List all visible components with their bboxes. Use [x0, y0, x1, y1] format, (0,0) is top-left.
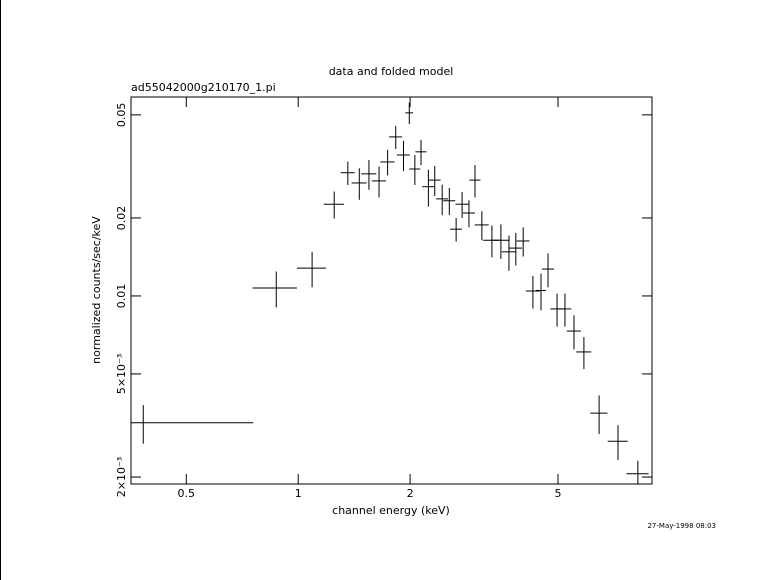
plot-frame	[130, 96, 653, 485]
y-tick-label: 0.05	[115, 103, 128, 128]
x-tick-label: 2	[407, 487, 414, 500]
x-axis-label: channel energy (keV)	[332, 504, 450, 517]
y-tick-label: 5×10⁻³	[115, 354, 128, 394]
chart-title: data and folded model	[329, 65, 454, 78]
chart-subtitle: ad55042000g210170_1.pi	[131, 81, 276, 94]
y-tick-label: 0.02	[115, 206, 128, 231]
y-tick-label: 0.01	[115, 284, 128, 309]
x-tick-label: 5	[555, 487, 562, 500]
y-tick-label: 2×10⁻³	[115, 457, 128, 497]
x-tick-label: 0.5	[178, 487, 196, 500]
timestamp: 27-May-1998 08:03	[647, 522, 716, 530]
x-tick-label: 1	[295, 487, 302, 500]
y-axis-label: normalized counts/sec/keV	[90, 216, 103, 364]
